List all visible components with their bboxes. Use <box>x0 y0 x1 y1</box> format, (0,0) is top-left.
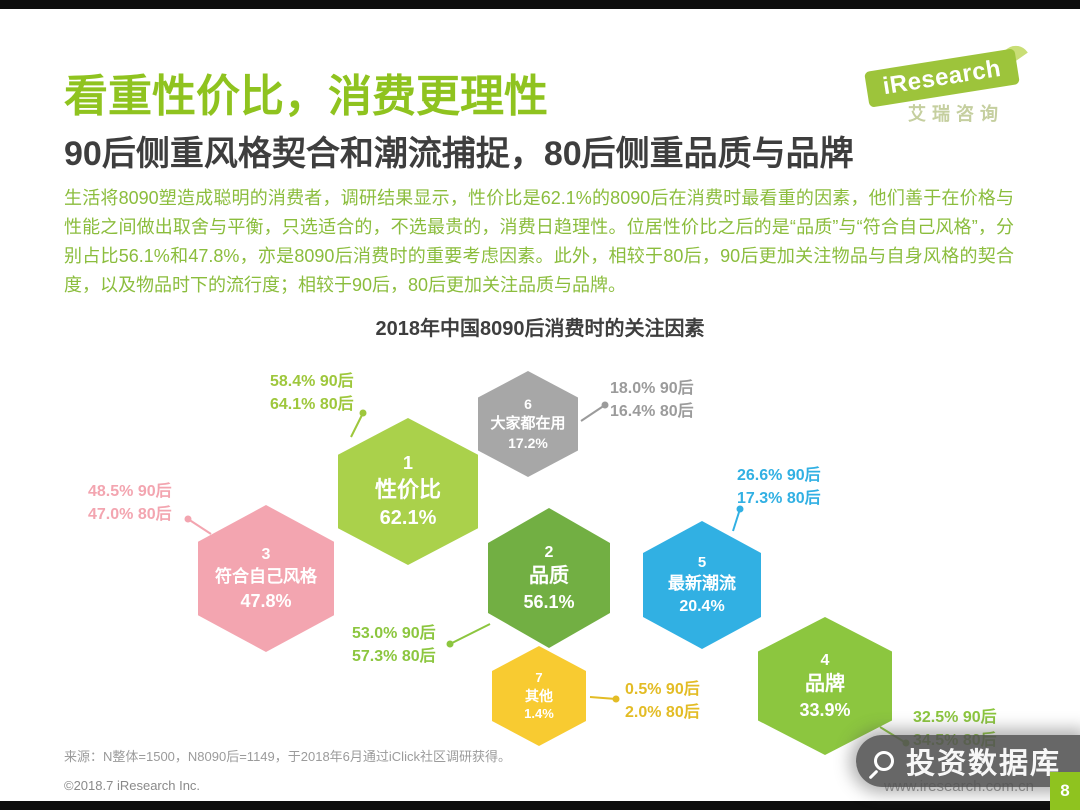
connector-line-7 <box>589 696 617 700</box>
iresearch-logo-chinese: 艾瑞咨询 <box>908 104 1004 124</box>
hexagon-rank: 2 <box>544 543 554 561</box>
hexagon-label: 品牌 <box>805 673 845 696</box>
callout-90: 26.6% 90后 <box>737 467 821 484</box>
watermark-badge: 投资数据库 <box>856 735 1080 787</box>
hexagon-latest-trend: 5 最新潮流 20.4% <box>643 521 761 649</box>
page-number-badge: 8 <box>1050 772 1080 810</box>
connector-line-1 <box>350 412 364 438</box>
page-subtitle: 90后侧重风格契合和潮流捕捉，80后侧重品质与品牌 <box>64 135 854 173</box>
chart-title: 2018年中国8090后消费时的关注因素 <box>375 318 705 340</box>
callout-90: 48.5% 90后 <box>88 483 172 500</box>
hexagon-value: 47.8% <box>240 590 292 611</box>
callout-quality: 53.0% 90后 57.3% 80后 <box>352 622 436 668</box>
hexagon-price-performance: 1 性价比 62.1% <box>338 418 478 565</box>
callout-80: 64.1% 80后 <box>270 396 354 413</box>
hexagon-rank: 5 <box>697 553 707 571</box>
page-title: 看重性价比，消费更理性 <box>64 72 548 121</box>
top-edge-bar <box>0 0 1080 9</box>
connector-line-6 <box>580 404 606 422</box>
connector-dot-2 <box>446 640 454 648</box>
callout-80: 17.3% 80后 <box>737 490 821 507</box>
body-paragraph: 生活将8090塑造成聪明的消费者，调研结果显示，性价比是62.1%的8090后在… <box>64 188 1014 295</box>
connector-dot-6 <box>601 401 609 409</box>
connector-dot-3 <box>184 515 192 523</box>
iresearch-logo-text: iResearch <box>880 54 1003 101</box>
bottom-edge-bar <box>0 801 1080 810</box>
hexagon-label: 品质 <box>529 565 569 588</box>
hexagon-value: 20.4% <box>679 597 725 615</box>
connector-dot-1 <box>359 409 367 417</box>
callout-80: 2.0% 80后 <box>625 704 700 721</box>
callout-90: 58.4% 90后 <box>270 373 354 390</box>
callout-everyone-uses: 18.0% 90后 16.4% 80后 <box>610 377 694 423</box>
connector-line-2 <box>449 623 491 645</box>
hexagon-label: 性价比 <box>374 477 441 503</box>
hexagon-value: 62.1% <box>379 506 437 529</box>
callout-other: 0.5% 90后 2.0% 80后 <box>625 678 700 724</box>
copyright-text: ©2018.7 iResearch Inc. <box>64 778 201 793</box>
hexagon-label: 大家都在用 <box>490 414 566 432</box>
hexagon-rank: 3 <box>261 546 271 564</box>
source-note: 来源：N整体=1500，N8090后=1149，于2018年6月通过iClick… <box>64 749 511 764</box>
hexagon-label: 符合自己风格 <box>215 566 317 586</box>
hexagon-other: 7 其他 1.4% <box>492 646 586 746</box>
hexagon-brand: 4 品牌 33.9% <box>758 617 892 755</box>
watermark-text: 投资数据库 <box>906 748 1062 780</box>
hexagon-rank: 6 <box>524 395 532 412</box>
callout-price-performance: 58.4% 90后 64.1% 80后 <box>270 370 354 416</box>
magnifier-icon <box>874 751 894 771</box>
hexagon-label: 最新潮流 <box>668 573 736 593</box>
callout-80: 16.4% 80后 <box>610 403 694 420</box>
iresearch-logo: iResearch <box>864 48 1020 108</box>
hexagon-value: 1.4% <box>524 706 554 722</box>
hexagon-quality: 2 品质 56.1% <box>488 508 610 648</box>
hexagon-rank: 1 <box>402 453 413 473</box>
callout-90: 32.5% 90后 <box>913 709 997 726</box>
hexagon-personal-style: 3 符合自己风格 47.8% <box>198 505 334 652</box>
callout-90: 53.0% 90后 <box>352 625 436 642</box>
hexagon-value: 17.2% <box>508 435 548 452</box>
callout-personal-style: 48.5% 90后 47.0% 80后 <box>88 480 172 526</box>
connector-line-5 <box>732 508 741 532</box>
hexagon-label: 其他 <box>525 687 553 704</box>
connector-dot-7 <box>612 695 620 703</box>
callout-90: 0.5% 90后 <box>625 681 700 698</box>
hexagon-value: 33.9% <box>799 700 851 721</box>
callout-90: 18.0% 90后 <box>610 380 694 397</box>
connector-line-3 <box>187 518 212 535</box>
hexagon-rank: 4 <box>820 651 830 669</box>
hexagon-everyone-uses: 6 大家都在用 17.2% <box>478 371 578 477</box>
hexagon-rank: 7 <box>535 670 543 685</box>
hexagon-value: 56.1% <box>523 592 575 613</box>
callout-latest-trend: 26.6% 90后 17.3% 80后 <box>737 464 821 510</box>
callout-80: 47.0% 80后 <box>88 506 172 523</box>
callout-80: 57.3% 80后 <box>352 648 436 665</box>
